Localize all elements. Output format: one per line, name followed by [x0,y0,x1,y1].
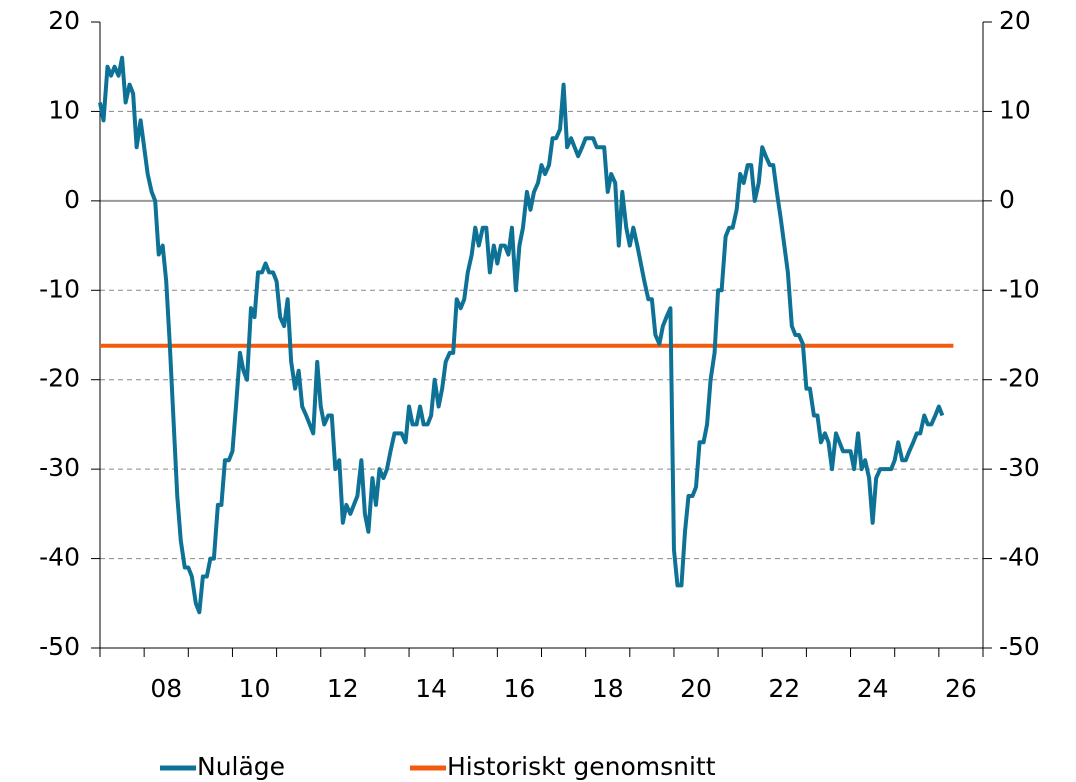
x-tick-label: 26 [945,674,977,703]
y2-tick-label: -40 [999,543,1040,572]
x-tick-label: 20 [680,674,712,703]
y2-tick-label: 20 [999,6,1031,35]
legend-label: Nuläge [197,752,285,781]
x-tick-label: 16 [504,674,536,703]
x-tick-label: 18 [592,674,624,703]
y-tick-label: 20 [48,6,80,35]
y-tick-label: 0 [64,185,80,214]
x-tick-label: 12 [327,674,359,703]
y-tick-label: 10 [48,95,80,124]
legend-label: Historiskt genomsnitt [447,752,716,781]
y2-tick-label: -50 [999,632,1040,661]
y-tick-label: -30 [39,453,80,482]
x-tick-label: 24 [857,674,889,703]
y2-tick-label: 10 [999,95,1031,124]
x-tick-label: 22 [768,674,800,703]
y-tick-label: -10 [39,274,80,303]
y2-tick-label: 0 [999,185,1015,214]
x-tick-label: 08 [150,674,182,703]
x-tick-label: 14 [415,674,447,703]
y-tick-label: -20 [39,364,80,393]
x-tick-label: 10 [239,674,271,703]
y2-tick-label: -10 [999,274,1040,303]
y2-tick-label: -20 [999,364,1040,393]
data-line [98,55,945,615]
y2-tick-label: -30 [999,453,1040,482]
y-tick-label: -50 [39,632,80,661]
y-tick-label: -40 [39,543,80,572]
